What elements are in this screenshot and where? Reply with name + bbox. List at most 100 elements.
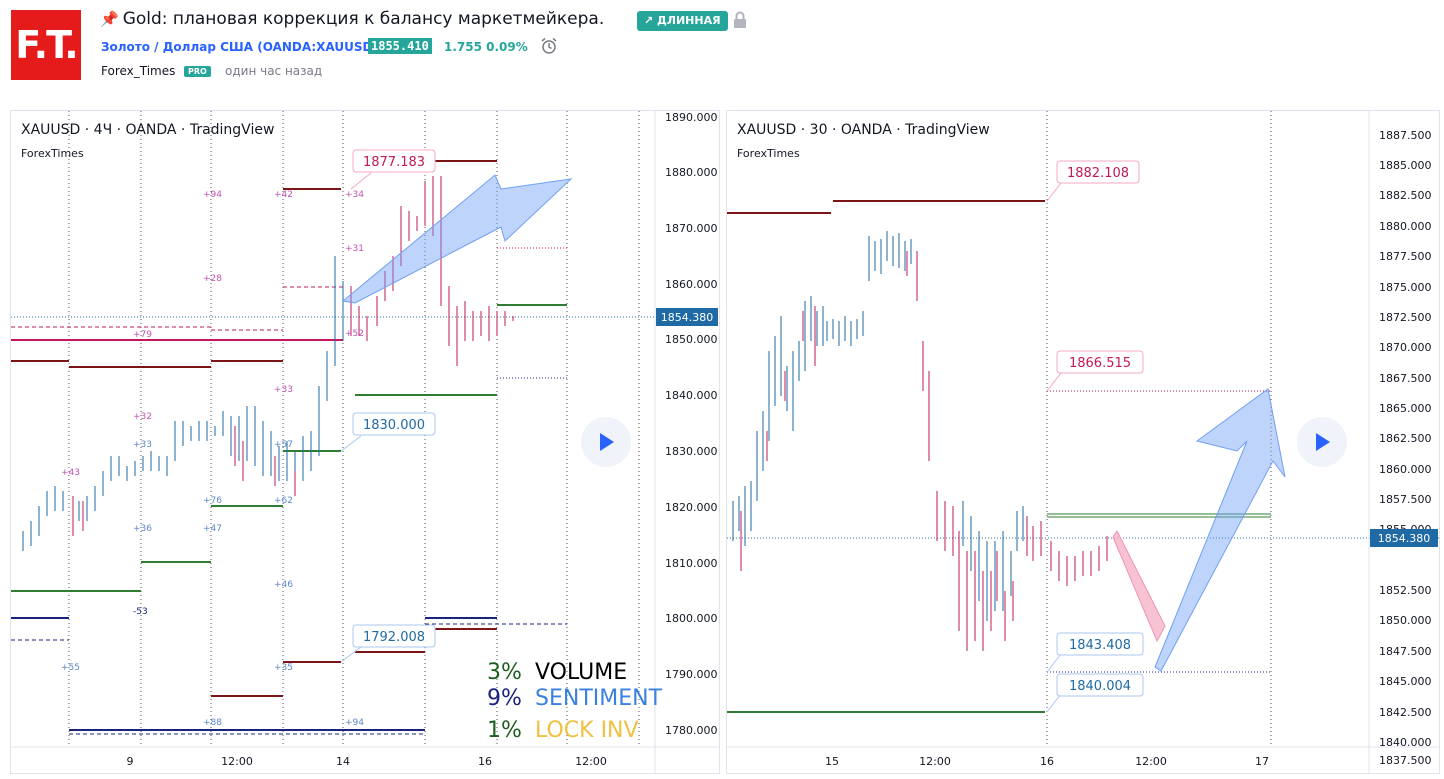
left-chart[interactable]: +94 +42 +34 +31 +28 +79 +52 +33 +32 +43 +33 +57…	[10, 110, 720, 774]
svg-text:1877.183: 1877.183	[363, 155, 425, 170]
svg-text:+52: +52	[345, 329, 364, 339]
svg-text:1847.500: 1847.500	[1379, 645, 1432, 658]
pin-icon: 📌	[100, 10, 119, 28]
author-name[interactable]: Forex_Times	[101, 64, 176, 78]
svg-text:1860.000: 1860.000	[1379, 463, 1432, 476]
svg-text:1843.408: 1843.408	[1069, 638, 1131, 653]
sentiment-pct: 9%	[487, 686, 522, 711]
svg-text:+42: +42	[274, 190, 293, 200]
left-chart-author: ForexTimes	[21, 147, 84, 160]
left-play-button[interactable]	[581, 417, 631, 467]
svg-text:1880.000: 1880.000	[1379, 220, 1432, 233]
left-price-axis[interactable]: 1890.000 1880.000 1870.000 1860.000 1850…	[665, 111, 718, 737]
svg-text:1867.500: 1867.500	[1379, 372, 1432, 385]
right-callout-1840: 1840.004	[1046, 673, 1144, 713]
svg-text:1887.500: 1887.500	[1379, 129, 1432, 142]
svg-text:1840.000: 1840.000	[1379, 736, 1432, 749]
svg-text:1870.000: 1870.000	[665, 222, 718, 235]
svg-text:+34: +34	[345, 190, 364, 200]
sentiment-label: SENTIMENT	[535, 686, 663, 711]
right-price-axis[interactable]: 1887.500 1885.000 1882.500 1880.000 1877…	[1379, 129, 1432, 767]
svg-text:1890.000: 1890.000	[665, 111, 718, 124]
pro-badge: PRO	[184, 66, 211, 77]
svg-text:16: 16	[478, 755, 492, 768]
svg-text:1865.000: 1865.000	[1379, 402, 1432, 415]
svg-text:+46: +46	[274, 580, 293, 590]
svg-text:1880.000: 1880.000	[665, 166, 718, 179]
right-callout-1843: 1843.408	[1046, 632, 1144, 673]
left-current-price-badge	[656, 308, 718, 326]
svg-text:1862.500: 1862.500	[1379, 432, 1432, 445]
publish-time: один час назад	[225, 64, 323, 78]
forex-times-logo[interactable]: F.T.	[11, 10, 81, 80]
svg-text:1840.004: 1840.004	[1069, 679, 1131, 694]
svg-text:1840.000: 1840.000	[665, 389, 718, 402]
svg-text:1882.108: 1882.108	[1067, 166, 1129, 181]
lockinv-pct: 1%	[487, 718, 522, 743]
alarm-clock-icon[interactable]	[540, 37, 558, 55]
svg-text:17: 17	[1255, 755, 1269, 768]
right-time-axis[interactable]: 15 12:00 16 12:00 17	[825, 755, 1269, 768]
svg-text:1854.380: 1854.380	[1378, 532, 1431, 545]
svg-text:1870.000: 1870.000	[1379, 341, 1432, 354]
svg-text:+35: +35	[274, 663, 293, 673]
svg-text:+31: +31	[345, 244, 364, 254]
svg-text:1845.000: 1845.000	[1379, 675, 1432, 688]
svg-text:+43: +43	[61, 468, 80, 478]
left-callout-1877: 1877.183	[350, 149, 436, 190]
svg-text:+94: +94	[345, 718, 364, 728]
svg-text:1875.000: 1875.000	[1379, 281, 1432, 294]
svg-text:1872.500: 1872.500	[1379, 311, 1432, 324]
svg-text:1837.500: 1837.500	[1379, 754, 1432, 767]
svg-text:1877.500: 1877.500	[1379, 250, 1432, 263]
price-change: 1.755 0.09%	[444, 40, 528, 54]
play-icon	[600, 433, 614, 451]
svg-text:9: 9	[127, 755, 134, 768]
svg-text:+94: +94	[203, 190, 222, 200]
svg-text:12:00: 12:00	[1135, 755, 1167, 768]
svg-text:1885.000: 1885.000	[1379, 159, 1432, 172]
svg-text:1852.500: 1852.500	[1379, 584, 1432, 597]
svg-text:1800.000: 1800.000	[665, 612, 718, 625]
svg-text:12:00: 12:00	[919, 755, 951, 768]
symbol-link[interactable]: Золото / Доллар США (OANDA:XAUUSD)	[101, 40, 378, 54]
svg-text:1854.380: 1854.380	[661, 311, 714, 324]
svg-text:1857.500: 1857.500	[1379, 493, 1432, 506]
svg-text:1860.000: 1860.000	[665, 278, 718, 291]
svg-text:1810.000: 1810.000	[665, 557, 718, 570]
svg-text:+62: +62	[274, 496, 293, 506]
volume-pct: 3%	[487, 660, 522, 685]
svg-text:1850.000: 1850.000	[1379, 614, 1432, 627]
price-badge: 1855.410	[368, 38, 432, 54]
svg-text:+28: +28	[203, 274, 222, 284]
svg-text:1842.500: 1842.500	[1379, 706, 1432, 719]
svg-text:1780.000: 1780.000	[665, 724, 718, 737]
svg-text:1830.000: 1830.000	[363, 418, 425, 433]
svg-text:1790.000: 1790.000	[665, 668, 718, 681]
long-badge: ↗ ДЛИННАЯ	[637, 11, 728, 31]
right-play-button[interactable]	[1297, 417, 1347, 467]
svg-text:15: 15	[825, 755, 839, 768]
play-icon	[1316, 433, 1330, 451]
idea-title-text: Gold: плановая коррекция к балансу марке…	[122, 9, 605, 29]
svg-text:1850.000: 1850.000	[665, 333, 718, 346]
svg-text:1820.000: 1820.000	[665, 501, 718, 514]
right-callout-1882: 1882.108	[1046, 160, 1140, 202]
svg-text:+76: +76	[203, 496, 222, 506]
right-callout-1866: 1866.515	[1046, 350, 1144, 392]
left-chart-title: XAUUSD · 4Ч · OANDA · TradingView	[21, 122, 274, 138]
svg-text:+32: +32	[133, 412, 152, 422]
svg-text:14: 14	[336, 755, 350, 768]
svg-text:12:00: 12:00	[575, 755, 607, 768]
left-callout-1830: 1830.000	[340, 412, 436, 452]
lockinv-label: LOCK INV	[535, 718, 639, 743]
svg-text:+57: +57	[274, 440, 293, 450]
svg-text:+33: +33	[133, 440, 152, 450]
idea-title: 📌 Gold: плановая коррекция к балансу марк…	[100, 9, 604, 29]
left-time-axis[interactable]: 9 12:00 14 16 12:00	[127, 755, 607, 768]
svg-text:1882.500: 1882.500	[1379, 189, 1432, 202]
svg-text:+33: +33	[274, 385, 293, 395]
svg-text:1830.000: 1830.000	[665, 445, 718, 458]
svg-text:+36: +36	[133, 524, 152, 534]
right-chart[interactable]: 1882.108 1866.515 1843.408 1840.004 XAUU…	[726, 110, 1440, 774]
